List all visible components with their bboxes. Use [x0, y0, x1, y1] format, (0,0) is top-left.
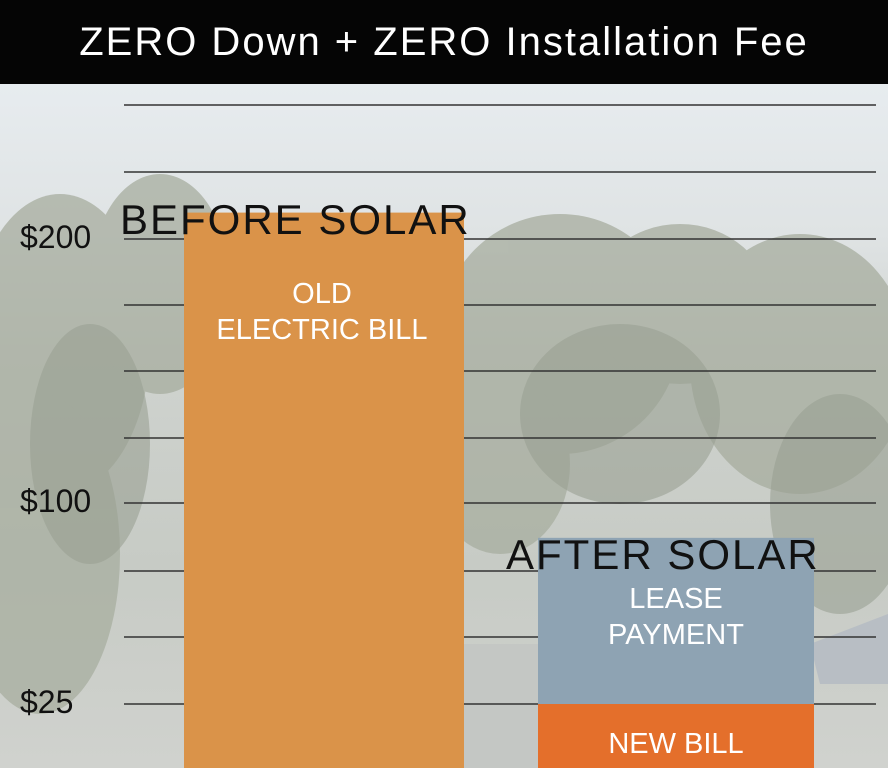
y-tick-label: $200	[20, 219, 92, 255]
old-electric-bill-label: OLD ELECTRIC BILL	[172, 276, 472, 349]
old-electric-bill-label-line: OLD	[292, 278, 352, 310]
header-title: ZERO Down + ZERO Installation Fee	[79, 19, 809, 64]
background-trees-photo	[0, 174, 888, 768]
y-tick-label: $25	[20, 684, 74, 720]
new-bill-bar	[538, 704, 814, 768]
old-electric-bill-bar	[184, 212, 464, 768]
after-solar-label: AFTER SOLAR	[506, 531, 820, 578]
before-solar-label: BEFORE SOLAR	[120, 196, 471, 243]
new-bill-label-line: NEW BILL	[608, 728, 744, 760]
lease-payment-bar	[538, 537, 814, 704]
new-bill-label: NEW BILL	[526, 726, 826, 762]
lease-payment-label-line: LEASE	[629, 583, 723, 615]
chart-area: BEFORE SOLAR AFTER SOLAR $200 $100 $25 OLD…	[0, 84, 888, 768]
header-banner: ZERO Down + ZERO Installation Fee	[0, 0, 888, 84]
bar-chart	[124, 104, 876, 768]
y-tick-label: $100	[20, 483, 92, 519]
old-electric-bill-label-line: ELECTRIC BILL	[216, 314, 428, 347]
lease-payment-label-line: PAYMENT	[608, 619, 744, 652]
lease-payment-label: LEASE PAYMENT	[526, 581, 826, 654]
